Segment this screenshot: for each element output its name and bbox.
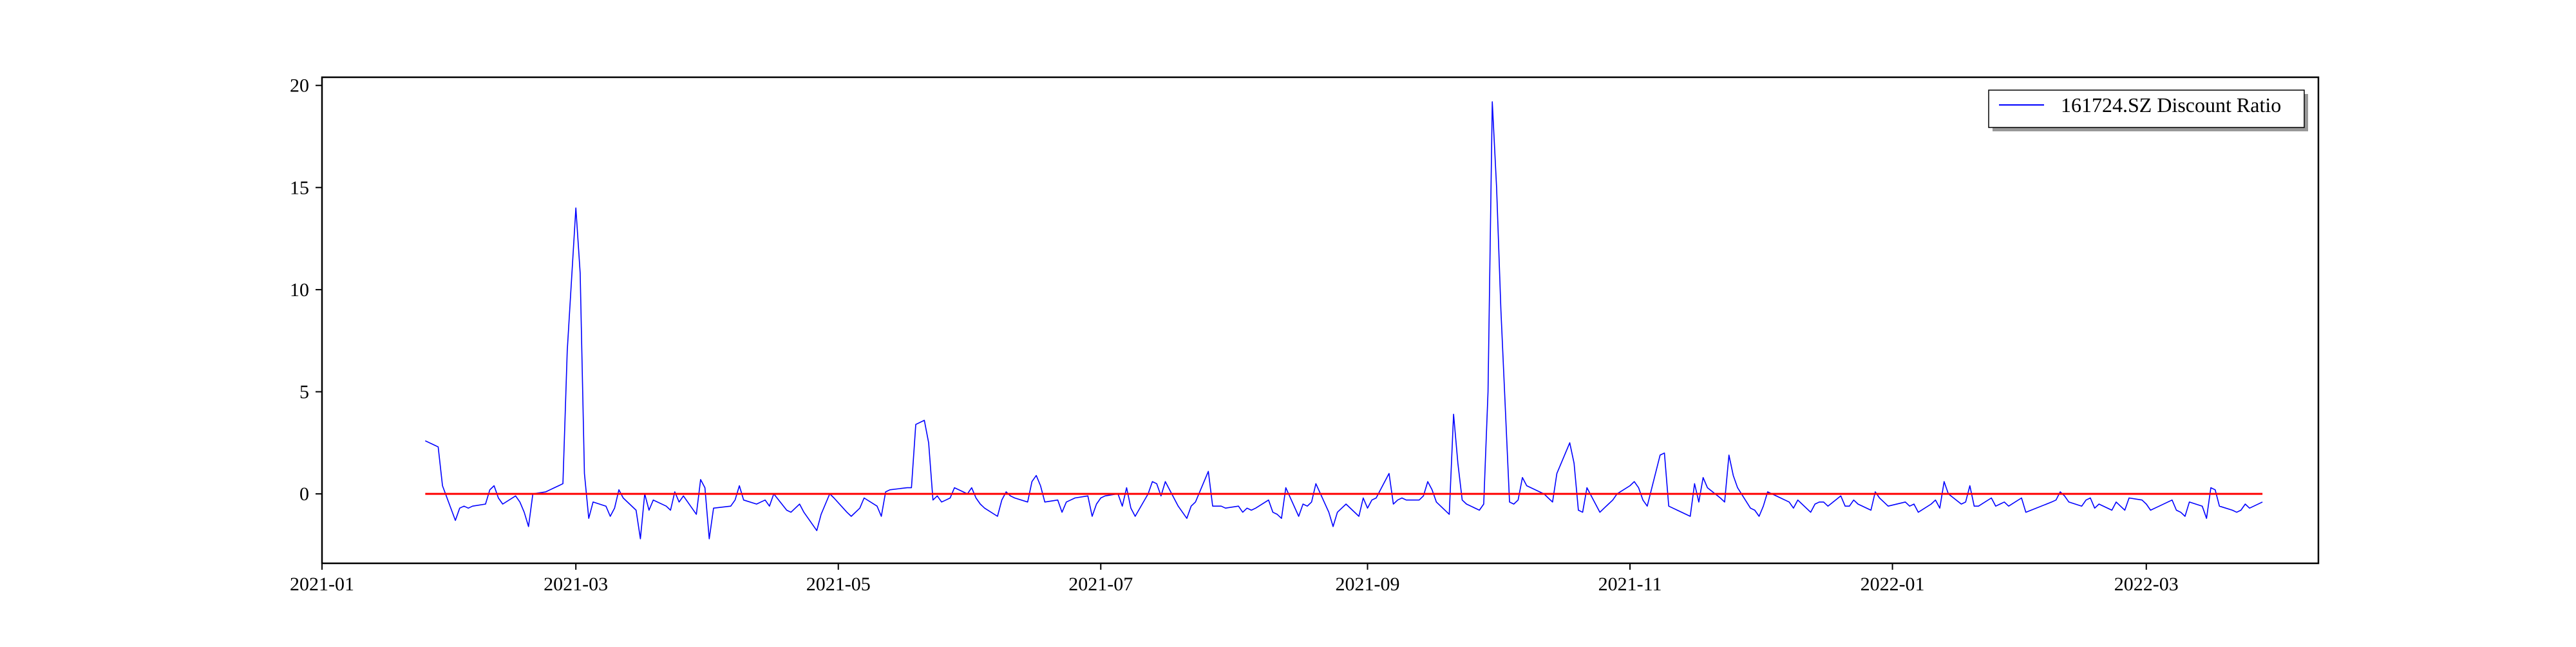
legend: 161724.SZ Discount Ratio xyxy=(1988,89,2308,131)
x-tick-label: 2021-09 xyxy=(1335,574,1399,595)
axis-ticks: 2021-01 2021-03 2021-05 2021-07 2021-09 2021-… xyxy=(290,75,2179,595)
legend-label: 161724.SZ Discount Ratio xyxy=(2061,93,2281,117)
x-tick-label: 2021-05 xyxy=(806,574,871,595)
x-tick-label: 2021-07 xyxy=(1068,574,1133,595)
x-tick-label: 2021-11 xyxy=(1598,574,1662,595)
x-tick-label: 2022-01 xyxy=(1861,574,1925,595)
x-tick-label: 2021-01 xyxy=(290,574,354,595)
series-line-discount-ratio xyxy=(424,101,2263,539)
plot-area-frame xyxy=(321,76,2320,565)
legend-box xyxy=(1988,89,2305,128)
x-tick-label: 2021-03 xyxy=(544,574,608,595)
x-tick-label: 2022-03 xyxy=(2114,574,2179,595)
y-tick-label: 15 xyxy=(290,177,309,198)
series-layer xyxy=(424,101,2263,539)
y-tick-label: 5 xyxy=(299,382,309,403)
y-tick-label: 10 xyxy=(290,279,309,301)
y-tick-label: 20 xyxy=(290,75,309,97)
y-tick-label: 0 xyxy=(299,483,309,505)
